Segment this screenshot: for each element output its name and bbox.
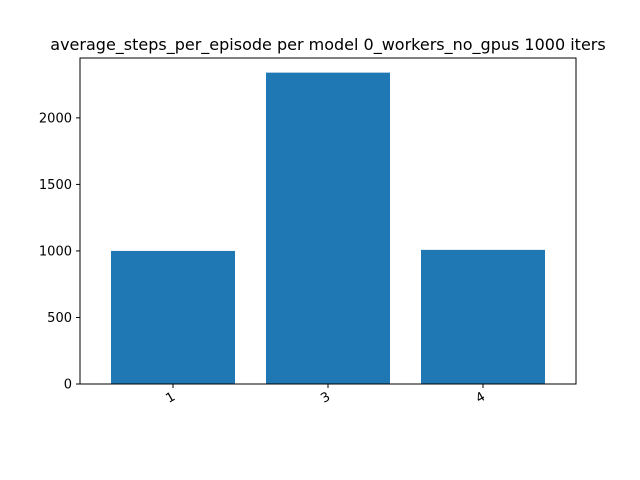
x-axis: 1 3 4 [163, 384, 488, 407]
bar-4 [421, 249, 545, 384]
x-tick-label: 4 [473, 389, 488, 406]
y-tick-label: 2000 [39, 111, 72, 126]
y-tick-label: 1000 [39, 244, 72, 259]
y-tick-label: 0 [64, 378, 72, 393]
y-axis: 0 500 1000 1500 2000 [39, 111, 80, 393]
bar-1 [111, 250, 235, 384]
y-tick-label: 500 [47, 311, 72, 326]
x-tick-label: 3 [318, 389, 333, 406]
x-tick-label: 1 [163, 389, 178, 406]
bars-group [111, 72, 545, 385]
y-tick-label: 1500 [39, 178, 72, 193]
plot-frame [79, 57, 577, 385]
bar-3 [266, 72, 390, 385]
chart-title: average_steps_per_episode per model 0_wo… [50, 35, 605, 55]
